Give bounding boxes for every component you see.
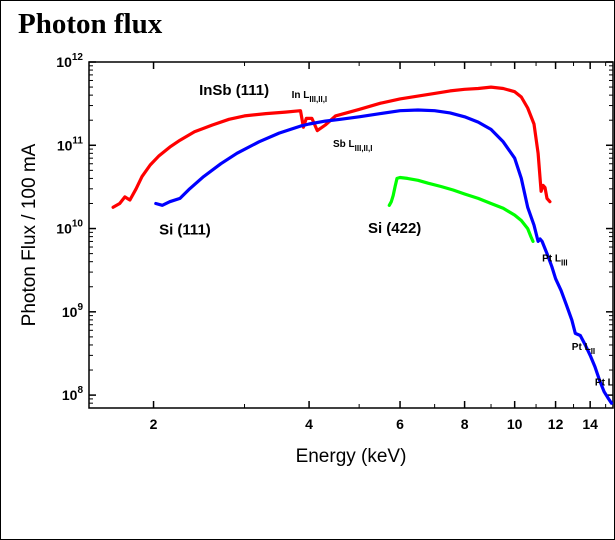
series-line-si-111 [154, 108, 614, 405]
y-tick-exponent: 12 [72, 52, 84, 63]
y-tick-label: 1011 [57, 135, 84, 153]
y-tick-exponent: 11 [72, 135, 83, 146]
annotation-label: In LIII,II,I [292, 90, 328, 104]
y-tick-exponent: 8 [77, 385, 83, 396]
x-tick-label: 4 [305, 416, 313, 432]
x-tick-label: 6 [396, 416, 404, 432]
y-tick-base: 10 [56, 221, 72, 237]
y-tick-base: 10 [62, 304, 78, 320]
y-tick-label: 109 [62, 302, 84, 320]
x-tick-label: 10 [507, 416, 523, 432]
y-axis-label: Photon Flux / 100 mA [19, 143, 40, 326]
x-axis-label: Energy (keV) [296, 446, 407, 467]
data-series [111, 85, 614, 405]
plot-area [88, 61, 614, 409]
series-line-insb-111 [111, 85, 552, 209]
x-tick-label: 14 [582, 416, 598, 432]
annotation-label: Si (422) [368, 220, 421, 237]
y-tick-label: 108 [62, 385, 84, 403]
annotations: InSb (111) Si (111) Si (422) In LIII,II,I Sb… [159, 82, 615, 391]
annotation-label: InSb (111) [199, 82, 269, 99]
x-axis-ticks: 2 4 6 8 10 12 14 [150, 62, 607, 432]
annotation-label: Si (111) [159, 221, 211, 238]
y-tick-label: 1010 [56, 219, 83, 237]
y-tick-label: 1012 [56, 52, 83, 70]
series-line-si-422 [387, 175, 535, 243]
y-tick-base: 10 [57, 137, 73, 153]
annotation-label: Pt LII [572, 342, 595, 356]
page-title: Photon flux [18, 8, 163, 40]
x-tick-label: 8 [461, 416, 469, 432]
x-tick-label: 12 [548, 416, 564, 432]
annotation-label: Pt LI [595, 378, 615, 392]
annotation-label: Pt LIII [542, 254, 568, 268]
y-tick-base: 10 [62, 387, 78, 403]
annotation-label: Sb LIII,II,I [333, 139, 372, 153]
y-tick-exponent: 9 [77, 302, 83, 313]
y-tick-base: 10 [56, 54, 72, 70]
x-tick-label: 2 [150, 416, 158, 432]
y-tick-exponent: 10 [72, 219, 84, 230]
